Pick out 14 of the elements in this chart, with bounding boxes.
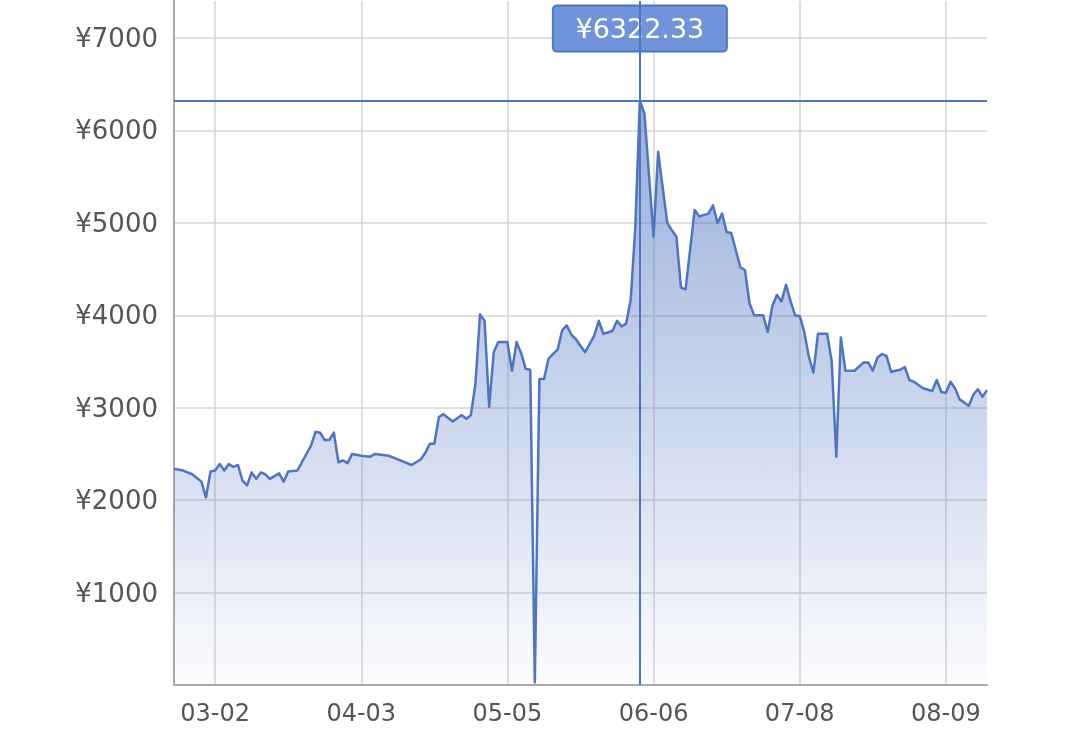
- x-tick-label: 03-02: [180, 699, 250, 727]
- x-tick-label: 06-06: [618, 699, 689, 727]
- y-tick-label: ¥2000: [75, 485, 158, 516]
- y-tick-label: ¥6000: [75, 115, 158, 146]
- y-tick-label: ¥3000: [75, 392, 158, 423]
- y-tick-label: ¥7000: [75, 22, 158, 53]
- x-tick-label: 07-08: [764, 699, 835, 727]
- y-tick-label: ¥4000: [75, 300, 158, 331]
- x-tick-label: 04-03: [326, 699, 397, 727]
- y-tick-label: ¥5000: [75, 207, 158, 238]
- x-tick-label: 05-05: [472, 699, 543, 727]
- annotation: ¥6322.33: [575, 13, 705, 45]
- y-tick-label: ¥1000: [75, 577, 158, 608]
- x-tick-label: 08-09: [911, 699, 981, 727]
